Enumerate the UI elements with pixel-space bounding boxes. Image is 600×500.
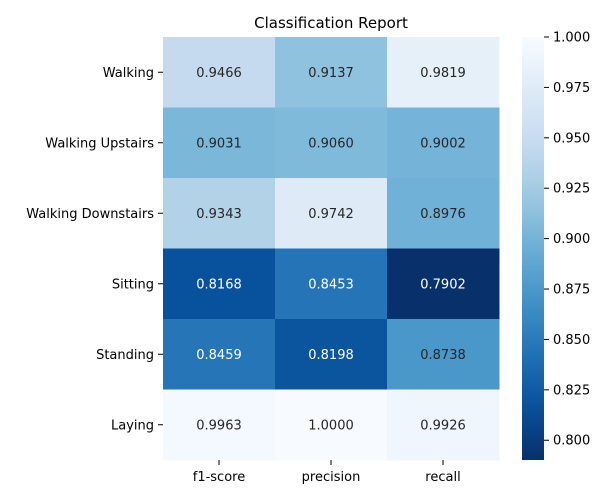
heatmap-cell [163,37,276,108]
heatmap-cells: 0.9466 0.9137 0.9819 0.9031 0.9060 0.9002 0.93… [163,37,500,461]
heatmap-cell [275,319,388,390]
cell-value-label: 1.0000 [308,418,354,433]
heatmap-cell [163,178,276,249]
cell-value-label: 0.7902 [420,277,466,292]
colorbar-tick-label: 0.800 [553,434,590,449]
heatmap-cell [275,107,388,179]
cell-value-label: 0.9002 [420,136,466,151]
heatmap-cell [275,248,388,320]
y-tick-label: Laying [111,418,154,433]
colorbar-tick-label: 0.875 [553,283,590,298]
cell-value-label: 0.8976 [420,207,466,222]
cell-value-label: 0.9466 [196,66,242,81]
x-tick-labels: f1-score precision recall [193,460,461,485]
cell-value-label: 0.8738 [420,348,466,363]
heatmap-cell [163,389,276,461]
colorbar-tick-label: 0.925 [553,182,590,197]
heatmap-cell [275,178,388,249]
heatmap-cell [387,107,500,179]
chart-title: Classification Report [254,14,408,32]
colorbar-ticks: 0.800 0.825 0.850 0.875 0.900 0.925 0.950 0.975… [544,31,590,449]
colorbar-tick-label: 0.975 [553,81,590,96]
colorbar-tick-label: 0.900 [553,232,590,247]
heatmap-cell [387,319,500,390]
cell-value-label: 0.8459 [196,348,242,363]
cell-value-label: 0.9137 [308,66,354,81]
colorbar [522,37,544,460]
colorbar-tick-label: 0.950 [553,131,590,146]
heatmap-cell [387,248,500,320]
heatmap-cell [387,37,500,108]
heatmap-cell [163,319,276,390]
colorbar-tick-label: 0.825 [553,383,590,398]
heatmap-cell [387,389,500,461]
cell-value-label: 0.9031 [196,136,242,151]
y-tick-label: Walking Upstairs [45,136,154,151]
colorbar-tick-label: 0.850 [553,333,590,348]
y-tick-labels: Walking Walking Upstairs Walking Downstair… [26,66,163,433]
y-tick-label: Sitting [112,277,154,292]
heatmap-cell [275,37,388,108]
cell-value-label: 0.9819 [420,66,466,81]
y-tick-label: Walking Downstairs [26,207,154,222]
heatmap-cell [275,389,388,461]
x-tick-label: precision [302,470,361,485]
y-tick-label: Standing [96,348,154,363]
cell-value-label: 0.8453 [308,277,354,292]
heatmap-cell [163,107,276,179]
x-tick-label: recall [425,470,460,485]
cell-value-label: 0.9742 [308,207,354,222]
cell-value-label: 0.8198 [308,348,354,363]
cell-value-label: 0.9060 [308,136,354,151]
colorbar-tick-label: 1.000 [553,31,590,46]
y-tick-label: Walking [103,66,154,81]
cell-value-label: 0.9343 [196,207,242,222]
cell-value-label: 0.8168 [196,277,242,292]
heatmap-cell [387,178,500,249]
x-tick-label: f1-score [193,470,245,485]
heatmap-cell [163,248,276,320]
cell-value-label: 0.9926 [420,418,466,433]
cell-value-label: 0.9963 [196,418,242,433]
